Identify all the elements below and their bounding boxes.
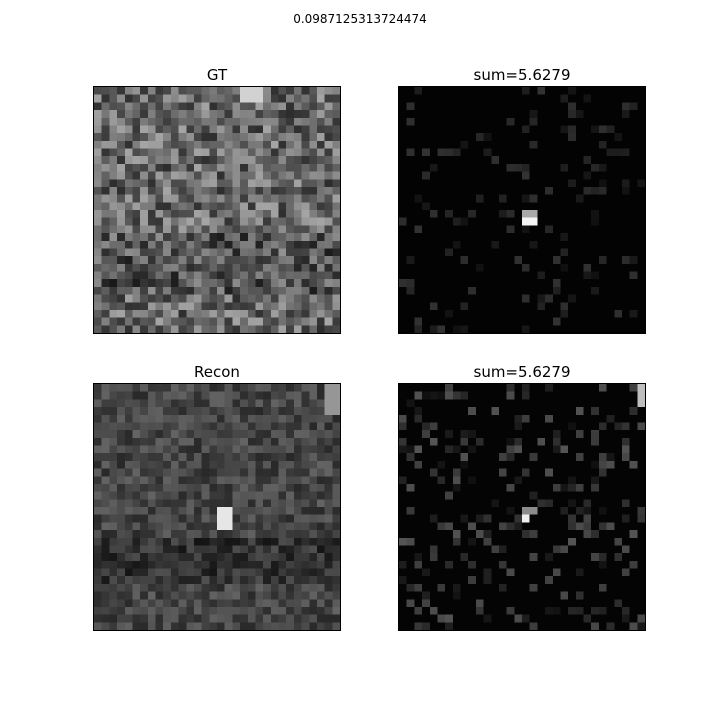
gt-image-panel — [93, 86, 341, 334]
sum-top-image — [399, 87, 645, 333]
panel-title-recon: Recon — [194, 363, 240, 381]
recon-image — [94, 384, 340, 630]
sum-bottom-image-panel — [398, 383, 646, 631]
sum-bottom-image — [399, 384, 645, 630]
recon-image-panel — [93, 383, 341, 631]
figure-title: 0.0987125313724474 — [293, 12, 427, 26]
sum-top-image-panel — [398, 86, 646, 334]
panel-title-sum-bottom: sum=5.6279 — [473, 363, 571, 381]
panel-title-gt: GT — [206, 66, 228, 84]
gt-image — [94, 87, 340, 333]
panel-title-sum-top: sum=5.6279 — [473, 66, 571, 84]
